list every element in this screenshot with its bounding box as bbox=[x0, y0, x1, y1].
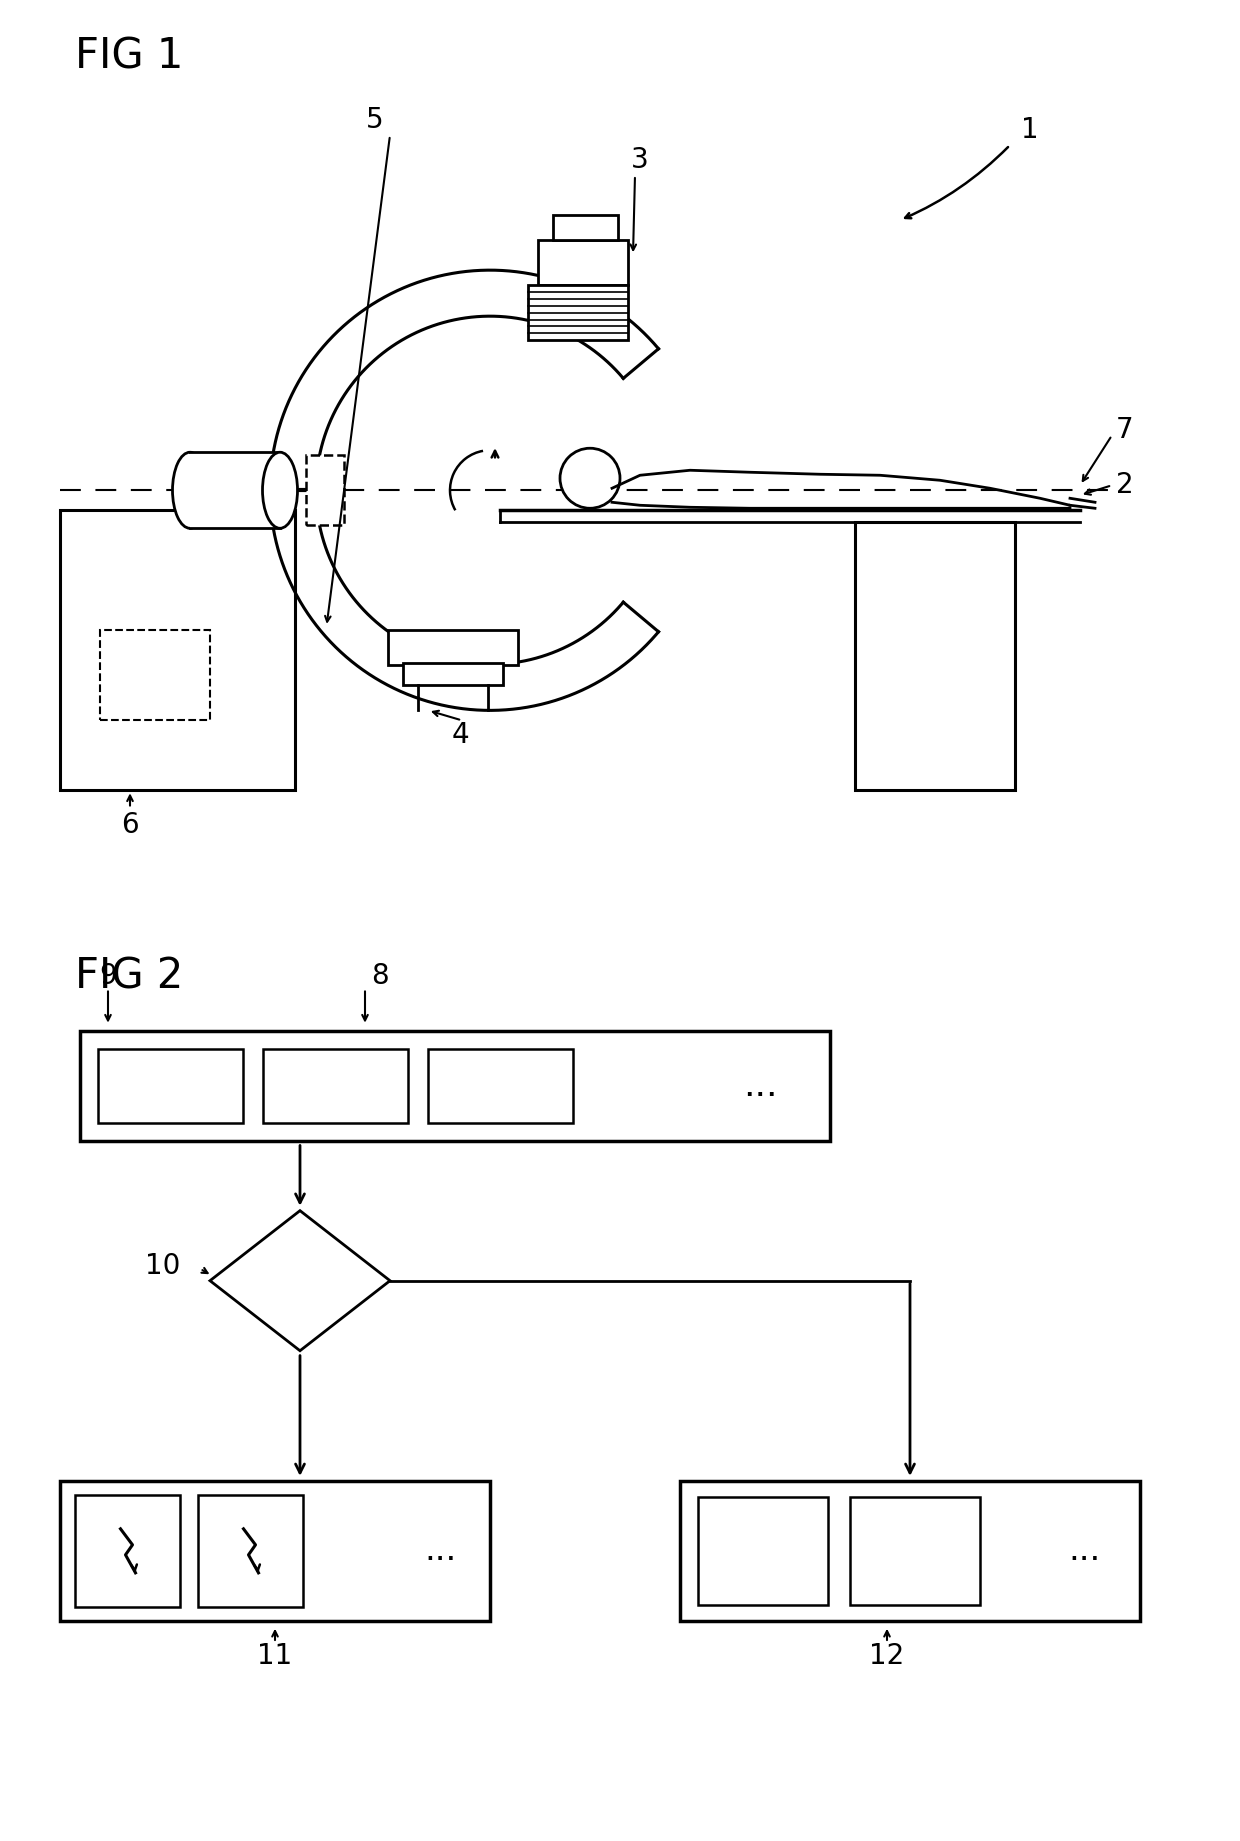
Text: 9: 9 bbox=[99, 961, 117, 989]
Circle shape bbox=[560, 447, 620, 508]
Text: ...: ... bbox=[424, 1534, 456, 1567]
Bar bbox=[100, 630, 210, 720]
Text: 4: 4 bbox=[451, 722, 469, 749]
Polygon shape bbox=[210, 1211, 391, 1351]
Text: FIG 1: FIG 1 bbox=[74, 35, 184, 77]
Text: 8: 8 bbox=[371, 961, 389, 989]
Text: 11: 11 bbox=[258, 1642, 293, 1670]
Bar bbox=[849, 1497, 980, 1605]
Text: 2: 2 bbox=[1116, 471, 1133, 499]
Text: 1: 1 bbox=[1022, 116, 1039, 144]
Bar bbox=[538, 239, 627, 285]
Bar bbox=[60, 510, 295, 790]
Bar bbox=[98, 1049, 243, 1123]
Text: ...: ... bbox=[1069, 1534, 1101, 1567]
Bar bbox=[198, 1495, 303, 1607]
Text: FIG 2: FIG 2 bbox=[74, 955, 184, 998]
Text: 12: 12 bbox=[869, 1642, 905, 1670]
Bar bbox=[74, 1495, 180, 1607]
Bar bbox=[403, 663, 503, 685]
Bar bbox=[81, 1031, 830, 1141]
Bar bbox=[856, 523, 1016, 790]
Bar bbox=[680, 1480, 1140, 1620]
Text: 7: 7 bbox=[1116, 416, 1133, 444]
Bar bbox=[698, 1497, 828, 1605]
Text: ...: ... bbox=[743, 1068, 777, 1103]
Bar bbox=[553, 215, 618, 239]
Text: 3: 3 bbox=[631, 145, 649, 175]
Bar bbox=[190, 453, 280, 528]
Bar bbox=[60, 1480, 490, 1620]
Ellipse shape bbox=[172, 453, 207, 528]
Bar bbox=[388, 630, 518, 665]
Ellipse shape bbox=[263, 453, 298, 528]
Polygon shape bbox=[270, 271, 658, 711]
Text: 5: 5 bbox=[366, 107, 384, 134]
Bar bbox=[306, 455, 343, 525]
Bar bbox=[528, 285, 627, 341]
Bar bbox=[263, 1049, 408, 1123]
Text: 10: 10 bbox=[145, 1252, 180, 1279]
Text: 6: 6 bbox=[122, 812, 139, 839]
Bar bbox=[428, 1049, 573, 1123]
